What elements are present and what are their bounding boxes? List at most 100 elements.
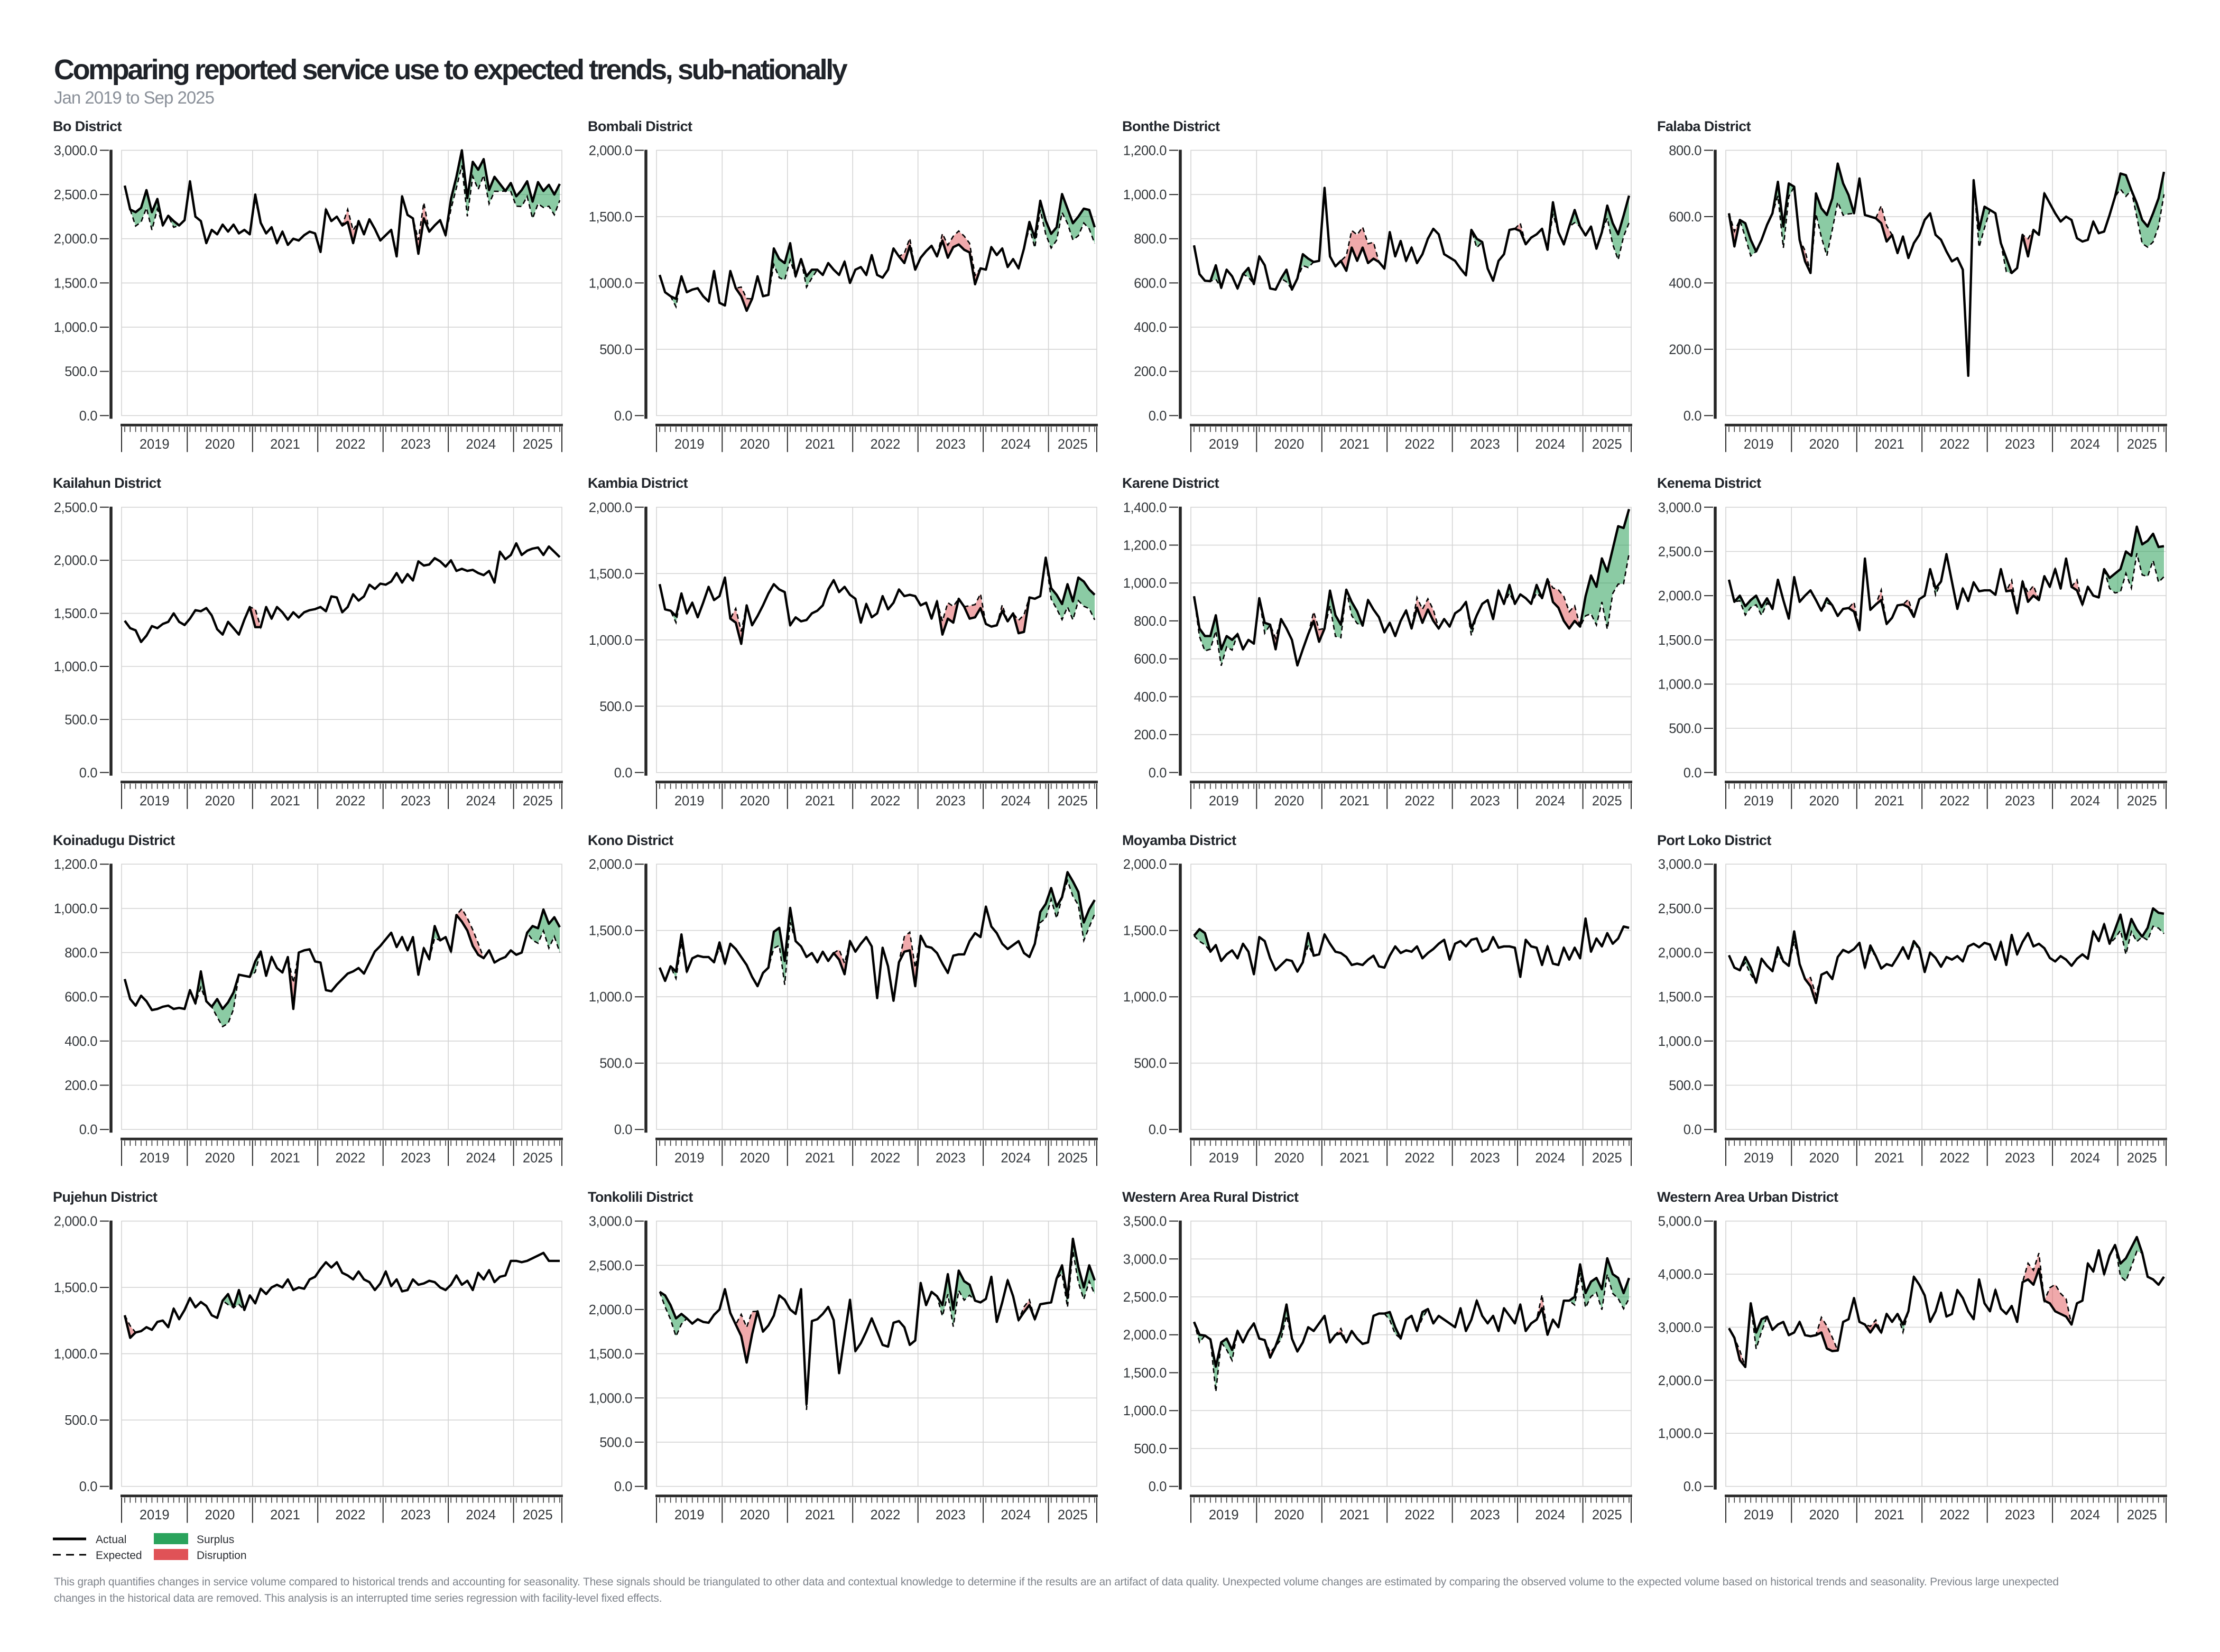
- svg-text:0.0: 0.0: [1149, 1122, 1167, 1137]
- svg-text:2023: 2023: [1470, 794, 1500, 809]
- svg-text:2022: 2022: [1405, 1508, 1435, 1523]
- svg-text:Bombali District: Bombali District: [588, 118, 692, 134]
- svg-text:2020: 2020: [740, 1151, 770, 1166]
- svg-text:500.0: 500.0: [599, 1435, 632, 1450]
- svg-text:Surplus: Surplus: [197, 1534, 234, 1546]
- svg-text:2021: 2021: [1874, 1508, 1904, 1523]
- svg-text:changes in the historical data: changes in the historical data are remov…: [54, 1592, 662, 1604]
- svg-text:Moyamba District: Moyamba District: [1122, 832, 1236, 848]
- svg-text:500.0: 500.0: [1669, 1079, 1701, 1093]
- svg-text:2021: 2021: [1339, 794, 1370, 809]
- svg-text:2025: 2025: [523, 1508, 553, 1523]
- svg-text:2021: 2021: [270, 794, 300, 809]
- svg-text:3,000.0: 3,000.0: [589, 1214, 632, 1229]
- svg-text:2020: 2020: [740, 437, 770, 452]
- svg-text:2023: 2023: [2005, 1151, 2035, 1166]
- svg-text:200.0: 200.0: [1134, 365, 1167, 379]
- svg-text:3,000.0: 3,000.0: [1658, 500, 1701, 515]
- svg-text:2025: 2025: [1058, 1151, 1088, 1166]
- svg-text:600.0: 600.0: [1134, 276, 1167, 291]
- svg-text:2023: 2023: [1470, 437, 1500, 452]
- svg-text:1,000.0: 1,000.0: [1658, 1034, 1701, 1049]
- svg-text:1,500.0: 1,500.0: [1123, 924, 1167, 939]
- svg-text:2020: 2020: [205, 1151, 235, 1166]
- svg-text:3,000.0: 3,000.0: [1658, 857, 1701, 872]
- svg-text:1,000.0: 1,000.0: [1658, 1426, 1701, 1441]
- svg-text:0.0: 0.0: [79, 766, 97, 781]
- svg-text:2024: 2024: [2070, 794, 2100, 809]
- svg-text:2021: 2021: [1339, 1151, 1370, 1166]
- svg-text:500.0: 500.0: [599, 699, 632, 714]
- svg-text:2025: 2025: [1058, 437, 1088, 452]
- svg-text:2019: 2019: [140, 1151, 170, 1166]
- svg-text:2023: 2023: [2005, 794, 2035, 809]
- svg-text:1,000.0: 1,000.0: [54, 320, 97, 335]
- svg-text:1,000.0: 1,000.0: [589, 633, 632, 648]
- svg-text:2025: 2025: [1592, 1151, 1622, 1166]
- svg-text:2024: 2024: [466, 1508, 496, 1523]
- svg-text:500.0: 500.0: [1134, 1056, 1167, 1071]
- svg-text:2025: 2025: [2127, 437, 2157, 452]
- svg-text:Actual: Actual: [96, 1534, 126, 1546]
- svg-text:2025: 2025: [2127, 1151, 2157, 1166]
- svg-text:0.0: 0.0: [79, 1480, 97, 1495]
- svg-text:2024: 2024: [1535, 794, 1565, 809]
- svg-text:500.0: 500.0: [64, 1413, 97, 1428]
- svg-text:3,000.0: 3,000.0: [1658, 1320, 1701, 1335]
- svg-text:2,500.0: 2,500.0: [589, 1258, 632, 1273]
- svg-text:400.0: 400.0: [64, 1034, 97, 1049]
- svg-text:800.0: 800.0: [1134, 232, 1167, 247]
- svg-text:2020: 2020: [1274, 1151, 1305, 1166]
- svg-text:2022: 2022: [1405, 437, 1435, 452]
- svg-text:Jan 2019 to Sep 2025: Jan 2019 to Sep 2025: [54, 88, 214, 107]
- svg-text:1,000.0: 1,000.0: [54, 1347, 97, 1362]
- svg-text:1,000.0: 1,000.0: [589, 276, 632, 291]
- svg-text:600.0: 600.0: [64, 990, 97, 1005]
- svg-text:2019: 2019: [140, 794, 170, 809]
- svg-text:2024: 2024: [1535, 1508, 1565, 1523]
- svg-text:2020: 2020: [740, 794, 770, 809]
- svg-text:400.0: 400.0: [1134, 690, 1167, 704]
- svg-text:2024: 2024: [466, 794, 496, 809]
- svg-text:Falaba District: Falaba District: [1657, 118, 1751, 134]
- svg-text:2,000.0: 2,000.0: [589, 143, 632, 158]
- svg-text:2,000.0: 2,000.0: [589, 1303, 632, 1317]
- svg-text:2,000.0: 2,000.0: [1658, 589, 1701, 604]
- svg-text:1,200.0: 1,200.0: [1123, 539, 1167, 553]
- svg-text:1,500.0: 1,500.0: [589, 210, 632, 225]
- svg-text:2019: 2019: [1209, 437, 1239, 452]
- svg-text:0.0: 0.0: [1149, 409, 1167, 423]
- svg-text:0.0: 0.0: [614, 1122, 632, 1137]
- svg-text:1,000.0: 1,000.0: [54, 660, 97, 674]
- svg-text:Western Area Rural District: Western Area Rural District: [1122, 1189, 1299, 1205]
- svg-text:200.0: 200.0: [64, 1079, 97, 1093]
- svg-text:2021: 2021: [270, 1508, 300, 1523]
- svg-text:2025: 2025: [1058, 1508, 1088, 1523]
- svg-text:2024: 2024: [1001, 437, 1031, 452]
- svg-text:2022: 2022: [336, 437, 366, 452]
- svg-text:2023: 2023: [2005, 437, 2035, 452]
- svg-text:1,400.0: 1,400.0: [1123, 500, 1167, 515]
- svg-text:2020: 2020: [1274, 437, 1305, 452]
- svg-text:2024: 2024: [466, 1151, 496, 1166]
- svg-text:2023: 2023: [936, 1151, 966, 1166]
- svg-text:Koinadugu District: Koinadugu District: [53, 832, 175, 848]
- svg-text:2020: 2020: [740, 1508, 770, 1523]
- svg-text:800.0: 800.0: [64, 946, 97, 961]
- svg-text:2,000.0: 2,000.0: [1123, 857, 1167, 872]
- svg-text:2022: 2022: [871, 1151, 901, 1166]
- svg-text:2022: 2022: [1405, 794, 1435, 809]
- svg-text:0.0: 0.0: [614, 1480, 632, 1495]
- svg-text:2025: 2025: [1592, 794, 1622, 809]
- svg-text:2019: 2019: [1209, 1151, 1239, 1166]
- svg-text:2025: 2025: [1592, 437, 1622, 452]
- svg-text:1,200.0: 1,200.0: [1123, 143, 1167, 158]
- svg-text:Karene District: Karene District: [1122, 475, 1219, 491]
- svg-text:2022: 2022: [336, 794, 366, 809]
- svg-text:2022: 2022: [336, 1508, 366, 1523]
- svg-text:2024: 2024: [1535, 1151, 1565, 1166]
- svg-text:2019: 2019: [1744, 437, 1774, 452]
- svg-text:0.0: 0.0: [1149, 1480, 1167, 1495]
- svg-text:2020: 2020: [205, 1508, 235, 1523]
- svg-text:2025: 2025: [523, 1151, 553, 1166]
